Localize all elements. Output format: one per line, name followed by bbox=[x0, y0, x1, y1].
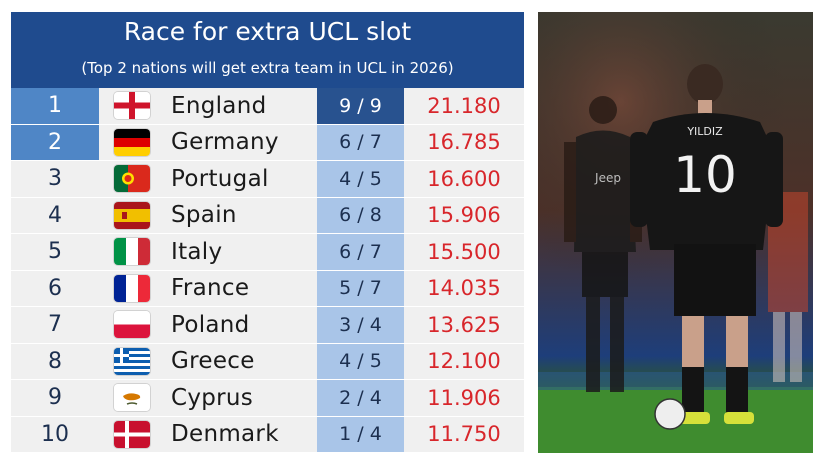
coefficient-points: 21.180 bbox=[427, 93, 501, 118]
rank-cell: 8 bbox=[48, 348, 62, 374]
main-player: YILDIZ 10 Jeep bbox=[594, 64, 783, 430]
table-row: 5 Italy 6 / 7 15.500 bbox=[11, 234, 524, 271]
coefficient-points: 11.750 bbox=[427, 422, 501, 447]
cyprus-flag-icon bbox=[114, 384, 150, 411]
coefficient-points: 15.500 bbox=[427, 239, 501, 264]
rank-cell: 6 bbox=[48, 275, 62, 301]
table-row: 2 Germany 6 / 7 16.785 bbox=[11, 124, 524, 161]
italy-flag-icon bbox=[114, 238, 150, 265]
jersey-sponsor: Jeep bbox=[594, 171, 621, 185]
clubs-remaining: 9 / 9 bbox=[317, 88, 404, 124]
clubs-remaining: 1 / 4 bbox=[317, 416, 404, 452]
table-header: Race for extra UCL slot (Top 2 nations w… bbox=[11, 12, 524, 88]
france-flag-icon bbox=[114, 274, 150, 302]
table-row: 4 Spain 6 / 8 15.906 bbox=[11, 197, 524, 234]
table-row: 8 Greece 4 / 5 12.100 bbox=[11, 343, 524, 380]
coefficient-points: 12.100 bbox=[427, 349, 501, 374]
country-name: France bbox=[171, 275, 250, 302]
table-subtitle: (Top 2 nations will get extra team in UC… bbox=[81, 59, 454, 77]
denmark-flag-icon bbox=[114, 420, 150, 448]
portugal-flag-icon bbox=[114, 165, 150, 192]
coefficient-points: 15.906 bbox=[427, 203, 501, 228]
rank-cell: 3 bbox=[48, 166, 62, 192]
coefficient-points: 11.906 bbox=[427, 385, 501, 410]
country-name: Italy bbox=[171, 238, 223, 265]
clubs-remaining: 6 / 8 bbox=[317, 197, 404, 233]
rank-cell: 5 bbox=[48, 239, 62, 265]
ranking-table: Race for extra UCL slot (Top 2 nations w… bbox=[11, 12, 524, 453]
poland-flag-icon bbox=[114, 311, 150, 338]
clubs-remaining: 3 / 4 bbox=[317, 307, 404, 343]
country-name: England bbox=[171, 92, 267, 119]
rank-cell: 2 bbox=[11, 124, 99, 160]
country-name: Germany bbox=[171, 129, 279, 156]
coefficient-points: 13.625 bbox=[427, 312, 501, 337]
germany-flag-icon bbox=[114, 128, 150, 156]
table-row: 10 Denmark 1 / 4 11.750 bbox=[11, 416, 524, 453]
rank-cell: 1 bbox=[11, 88, 99, 124]
coefficient-points: 16.600 bbox=[427, 166, 501, 191]
table-row: 9 Cyprus 2 / 4 11.906 bbox=[11, 380, 524, 417]
table-rows: 1 England 9 / 9 21.180 2 Germany 6 / 7 16.785 3 P… bbox=[11, 88, 524, 453]
clubs-remaining: 4 / 5 bbox=[317, 343, 404, 379]
country-name: Cyprus bbox=[171, 384, 254, 411]
spain-flag-icon bbox=[114, 201, 150, 229]
player-photo: YILDIZ 10 Jeep bbox=[538, 12, 813, 453]
country-name: Portugal bbox=[171, 165, 269, 192]
country-name: Denmark bbox=[171, 421, 279, 448]
clubs-remaining: 5 / 7 bbox=[317, 270, 404, 306]
jersey-number: 10 bbox=[673, 146, 737, 204]
england-flag-icon bbox=[114, 92, 150, 119]
coefficient-points: 14.035 bbox=[427, 276, 501, 301]
table-title: Race for extra UCL slot bbox=[123, 17, 412, 46]
country-name: Poland bbox=[171, 311, 250, 338]
table-row: 7 Poland 3 / 4 13.625 bbox=[11, 307, 524, 344]
clubs-remaining: 6 / 7 bbox=[317, 234, 404, 270]
table-row: 1 England 9 / 9 21.180 bbox=[11, 88, 524, 125]
rank-cell: 4 bbox=[48, 202, 62, 228]
table-row: 6 France 5 / 7 14.035 bbox=[11, 270, 524, 307]
clubs-remaining: 2 / 4 bbox=[317, 380, 404, 416]
clubs-remaining: 4 / 5 bbox=[317, 161, 404, 197]
jersey-name: YILDIZ bbox=[686, 125, 723, 138]
rank-cell: 7 bbox=[48, 312, 62, 338]
table-row: 3 Portugal 4 / 5 16.600 bbox=[11, 161, 524, 198]
rank-cell: 9 bbox=[48, 385, 62, 411]
country-name: Greece bbox=[171, 348, 255, 375]
clubs-remaining: 6 / 7 bbox=[317, 124, 404, 160]
country-name: Spain bbox=[171, 202, 237, 229]
coefficient-points: 16.785 bbox=[427, 130, 501, 155]
greece-flag-icon bbox=[114, 347, 150, 375]
rank-cell: 10 bbox=[41, 421, 69, 447]
